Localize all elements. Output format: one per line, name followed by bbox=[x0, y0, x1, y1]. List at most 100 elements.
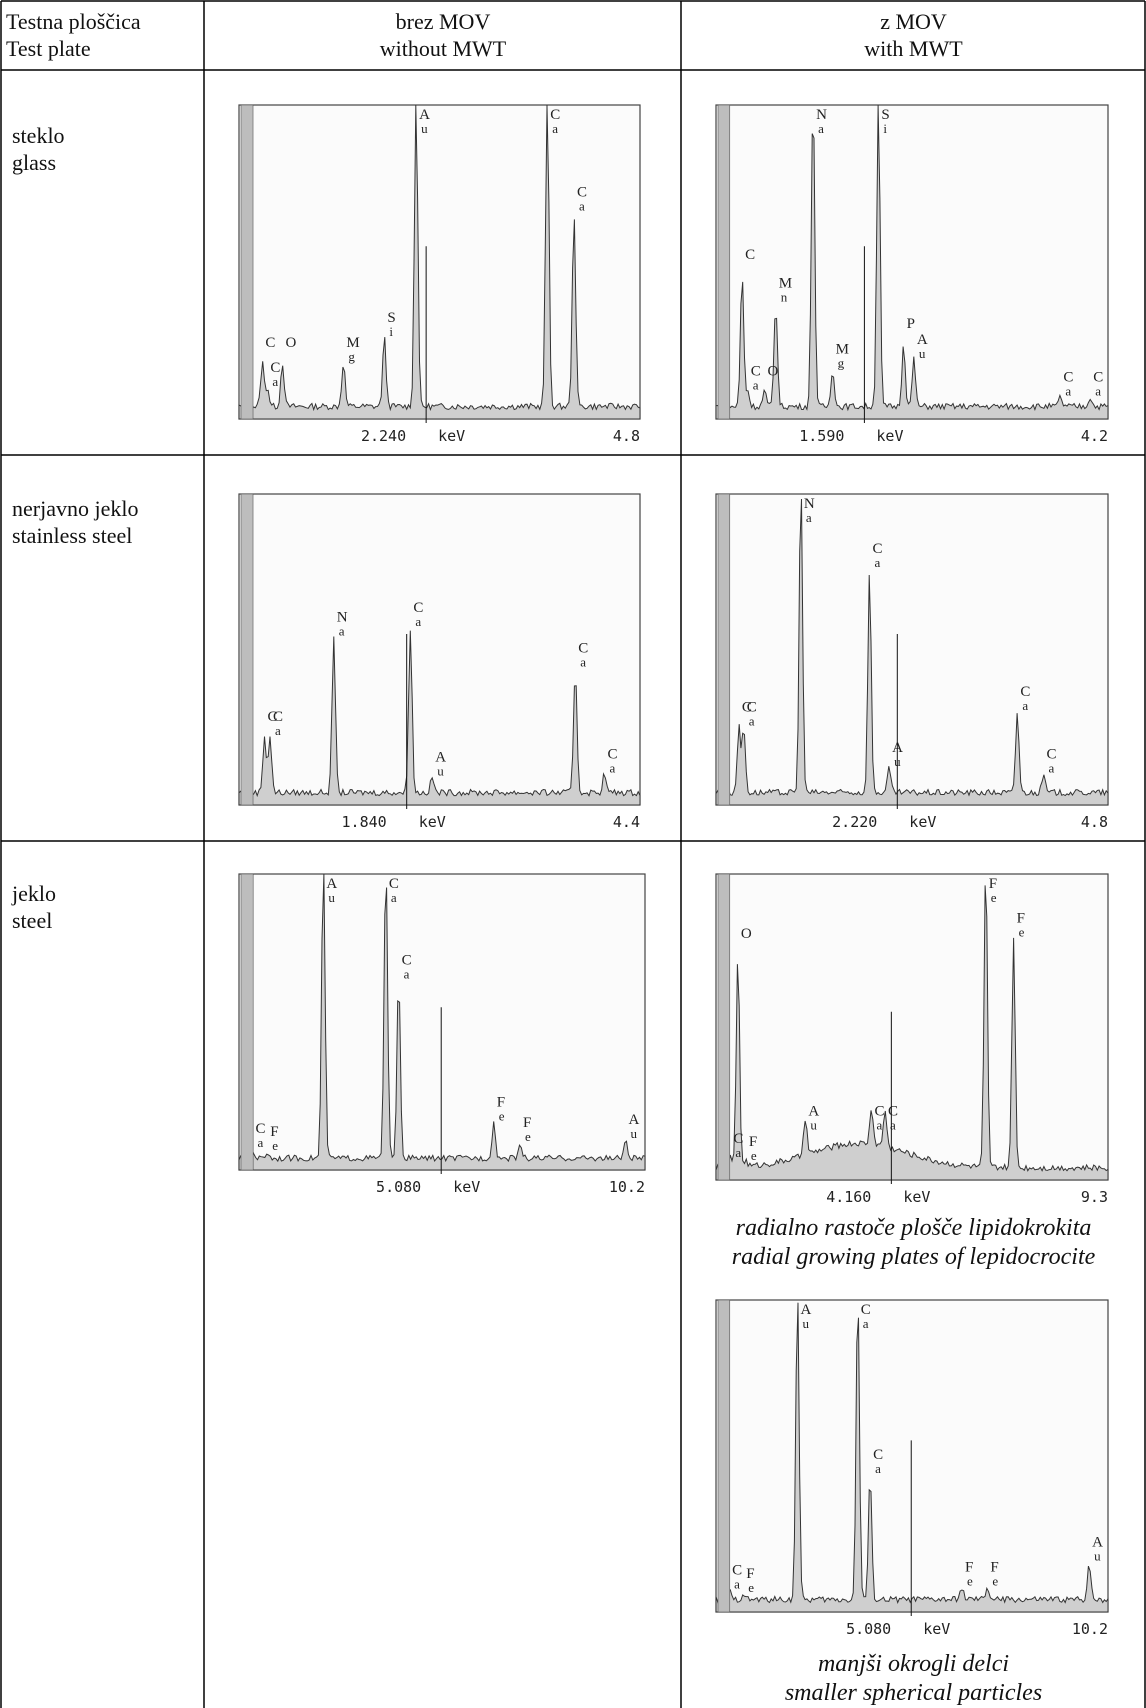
svg-text:u: u bbox=[810, 1117, 817, 1132]
peak-label: Ca bbox=[413, 600, 423, 629]
peak-label: Ca bbox=[1063, 370, 1073, 399]
x-unit-label: keV bbox=[903, 1188, 930, 1206]
peak-label: Fe bbox=[270, 1124, 278, 1153]
cursor-energy-label: 1.590 bbox=[799, 427, 844, 445]
peak-label: Au bbox=[808, 1103, 819, 1132]
low-energy-bar bbox=[240, 104, 254, 420]
x-max-label: 9.3 bbox=[1081, 1188, 1108, 1206]
row-label-glass: steklo glass bbox=[12, 122, 65, 176]
svg-text:F: F bbox=[990, 1560, 998, 1576]
x-max-label: 4.4 bbox=[613, 813, 640, 831]
svg-text:a: a bbox=[863, 1316, 869, 1331]
plot-frame bbox=[238, 873, 646, 1171]
svg-text:a: a bbox=[609, 760, 615, 775]
svg-text:C: C bbox=[270, 360, 280, 376]
svg-text:C: C bbox=[389, 876, 399, 892]
cursor-energy-label: 1.840 bbox=[342, 813, 387, 831]
svg-text:a: a bbox=[890, 1117, 896, 1132]
peak-label: Na bbox=[816, 107, 827, 136]
svg-text:C: C bbox=[751, 363, 761, 379]
spectrum-area bbox=[715, 1302, 1109, 1613]
x-unit-label: keV bbox=[909, 813, 936, 831]
plot-frame bbox=[715, 873, 1109, 1181]
svg-text:C: C bbox=[578, 641, 588, 657]
svg-text:O: O bbox=[285, 335, 296, 351]
peak-label: Ca bbox=[577, 184, 587, 213]
svg-text:a: a bbox=[275, 723, 281, 738]
peak-label: Fe bbox=[746, 1566, 754, 1595]
peak-label: Ca bbox=[875, 1103, 885, 1132]
peak-label: C bbox=[265, 335, 275, 351]
svg-text:C: C bbox=[747, 700, 757, 716]
svg-text:C: C bbox=[873, 541, 883, 557]
svg-text:C: C bbox=[745, 247, 755, 263]
svg-text:e: e bbox=[967, 1574, 973, 1589]
x-unit-label: keV bbox=[438, 427, 465, 445]
svg-text:a: a bbox=[1022, 698, 1028, 713]
peak-label: Au bbox=[326, 876, 337, 905]
svg-text:F: F bbox=[989, 876, 997, 892]
x-max-label: 10.2 bbox=[609, 1178, 645, 1196]
svg-text:N: N bbox=[804, 496, 815, 512]
svg-text:C: C bbox=[268, 709, 278, 725]
x-max-label: 4.8 bbox=[1081, 813, 1108, 831]
svg-text:u: u bbox=[630, 1126, 637, 1141]
peak-label: Ca bbox=[273, 709, 283, 738]
plot-frame bbox=[715, 104, 1109, 420]
svg-text:A: A bbox=[628, 1112, 639, 1128]
svg-text:u: u bbox=[421, 121, 428, 136]
svg-text:e: e bbox=[1019, 925, 1025, 940]
cursor-energy-label: 2.240 bbox=[361, 427, 406, 445]
peak-label: C bbox=[742, 700, 752, 716]
peak-label: Au bbox=[800, 1302, 811, 1331]
svg-text:F: F bbox=[746, 1566, 754, 1582]
peak-label: Ca bbox=[861, 1302, 871, 1331]
svg-text:F: F bbox=[523, 1115, 531, 1131]
peak-label: Ca bbox=[751, 363, 761, 392]
svg-text:A: A bbox=[800, 1302, 811, 1318]
spectrum-area bbox=[715, 498, 1109, 806]
peak-label: Fe bbox=[497, 1094, 505, 1123]
svg-text:u: u bbox=[802, 1316, 809, 1331]
x-unit-label: keV bbox=[419, 813, 446, 831]
peak-label: O bbox=[285, 335, 296, 351]
svg-text:a: a bbox=[1048, 760, 1054, 775]
svg-text:C: C bbox=[577, 184, 587, 200]
row-label-stainless-steel: nerjavno jeklo stainless steel bbox=[12, 495, 138, 549]
low-energy-bar bbox=[240, 493, 254, 806]
peak-label: Ca bbox=[888, 1103, 898, 1132]
svg-text:a: a bbox=[749, 714, 755, 729]
peak-label: Au bbox=[628, 1112, 639, 1141]
peak-label: Ca bbox=[1020, 684, 1030, 713]
peak-label: Ca bbox=[256, 1121, 266, 1150]
plot-frame bbox=[238, 104, 641, 420]
peak-label: Ca bbox=[550, 107, 560, 136]
svg-text:N: N bbox=[337, 610, 348, 626]
svg-text:a: a bbox=[734, 1577, 740, 1592]
peak-label: Ca bbox=[873, 1447, 883, 1476]
spectrum-area bbox=[715, 885, 1109, 1181]
svg-text:O: O bbox=[768, 363, 779, 379]
peak-label: Si bbox=[387, 310, 395, 339]
svg-text:a: a bbox=[404, 966, 410, 981]
cursor-energy-label: 2.220 bbox=[832, 813, 877, 831]
peak-label: C bbox=[745, 247, 755, 263]
peak-label: Fe bbox=[523, 1115, 531, 1144]
low-energy-bar bbox=[717, 493, 731, 806]
svg-text:C: C bbox=[413, 600, 423, 616]
peak-label: Ca bbox=[747, 700, 757, 729]
svg-text:e: e bbox=[992, 1574, 998, 1589]
x-unit-label: keV bbox=[876, 427, 903, 445]
svg-text:S: S bbox=[881, 107, 889, 123]
svg-text:C: C bbox=[742, 700, 752, 716]
peak-label: Na bbox=[337, 610, 348, 639]
svg-text:A: A bbox=[808, 1103, 819, 1119]
svg-text:u: u bbox=[919, 346, 926, 361]
svg-text:C: C bbox=[1046, 746, 1056, 762]
caption-particles-en: smaller spherical particles bbox=[784, 1680, 1043, 1706]
svg-text:e: e bbox=[751, 1148, 757, 1163]
